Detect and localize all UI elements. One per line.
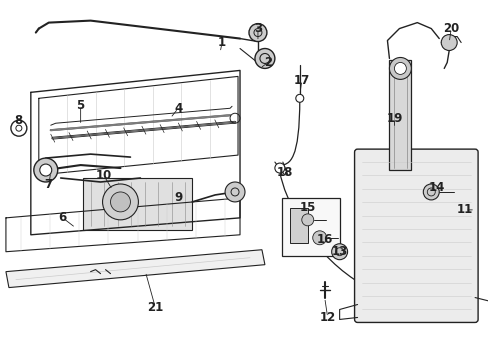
- Circle shape: [110, 192, 130, 212]
- Text: 18: 18: [276, 166, 292, 179]
- Text: 8: 8: [15, 114, 23, 127]
- Circle shape: [34, 158, 58, 182]
- Text: 13: 13: [331, 245, 347, 258]
- Text: 17: 17: [293, 74, 309, 87]
- Text: 10: 10: [95, 168, 111, 181]
- Text: 15: 15: [299, 201, 315, 215]
- Circle shape: [440, 35, 456, 50]
- Circle shape: [274, 163, 285, 173]
- Circle shape: [301, 214, 313, 226]
- Text: 5: 5: [76, 99, 84, 112]
- Bar: [388, 60, 410, 170]
- Bar: [82, 178, 192, 230]
- Text: 20: 20: [442, 22, 458, 35]
- Circle shape: [254, 49, 274, 68]
- Circle shape: [40, 164, 52, 176]
- Circle shape: [295, 94, 303, 102]
- Circle shape: [224, 182, 244, 202]
- Text: 2: 2: [264, 56, 271, 69]
- Text: 6: 6: [59, 211, 67, 224]
- Circle shape: [102, 184, 138, 220]
- Text: 1: 1: [218, 36, 225, 49]
- Text: 16: 16: [316, 233, 332, 246]
- Polygon shape: [6, 250, 264, 288]
- Circle shape: [388, 58, 410, 80]
- Text: 19: 19: [386, 112, 402, 125]
- Bar: [281, 198, 339, 256]
- Circle shape: [331, 244, 347, 260]
- Text: 9: 9: [174, 192, 182, 204]
- FancyBboxPatch shape: [354, 149, 477, 323]
- Text: 12: 12: [319, 311, 335, 324]
- Text: 7: 7: [44, 179, 53, 192]
- Circle shape: [312, 231, 326, 245]
- Text: 4: 4: [174, 102, 182, 115]
- Text: 21: 21: [147, 301, 163, 314]
- Text: 14: 14: [428, 181, 445, 194]
- Bar: [289, 208, 307, 243]
- Circle shape: [248, 24, 266, 41]
- Circle shape: [394, 62, 406, 75]
- Text: 11: 11: [456, 203, 472, 216]
- Text: 3: 3: [253, 22, 262, 35]
- Circle shape: [423, 184, 438, 200]
